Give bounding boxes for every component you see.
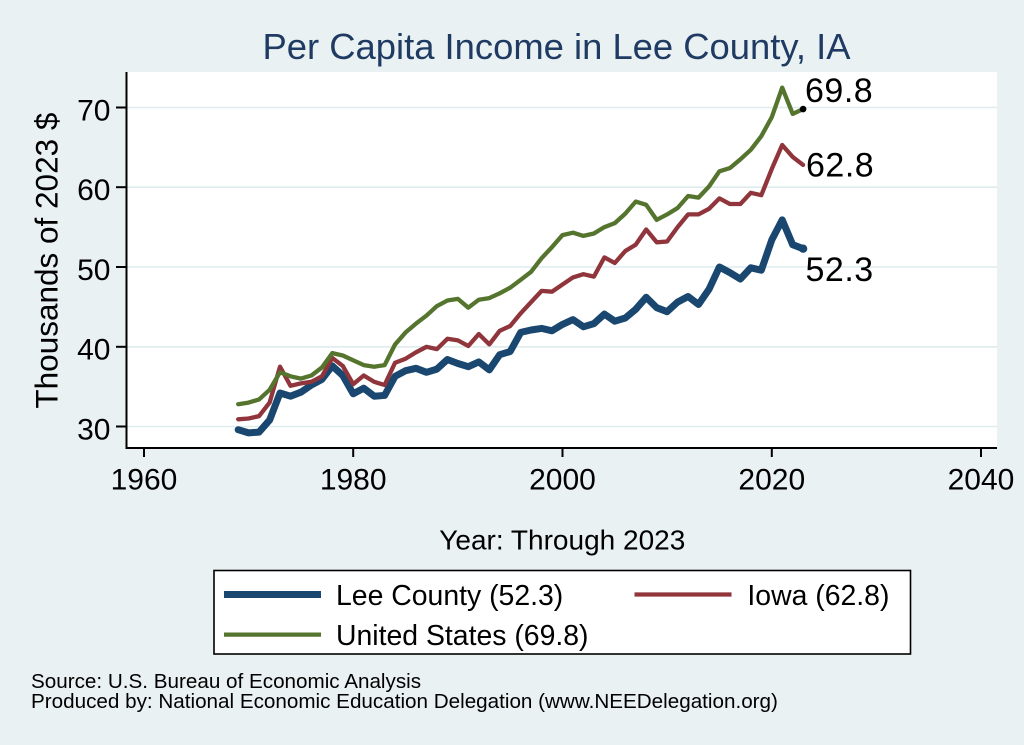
svg-text:60: 60 — [77, 174, 110, 207]
svg-text:Per Capita Income in Lee Count: Per Capita Income in Lee County, IA — [263, 26, 852, 67]
svg-text:62.8: 62.8 — [806, 147, 874, 185]
svg-text:Source: U.S. Bureau of Economi: Source: U.S. Bureau of Economic Analysis — [31, 670, 421, 693]
svg-text:70: 70 — [77, 94, 110, 127]
svg-text:Iowa (62.8): Iowa (62.8) — [747, 580, 889, 612]
svg-text:United States (69.8): United States (69.8) — [336, 620, 589, 652]
svg-text:50: 50 — [77, 254, 110, 287]
svg-text:Thousands of 2023 $: Thousands of 2023 $ — [28, 112, 64, 408]
svg-text:Lee County (52.3): Lee County (52.3) — [336, 580, 563, 612]
svg-text:30: 30 — [77, 413, 110, 446]
svg-text:2020: 2020 — [738, 464, 805, 497]
svg-text:Year: Through 2023: Year: Through 2023 — [439, 524, 685, 555]
svg-text:Produced by: National Economic: Produced by: National Economic Education… — [31, 690, 778, 713]
svg-text:1960: 1960 — [111, 464, 178, 497]
svg-text:2000: 2000 — [529, 464, 596, 497]
svg-text:2040: 2040 — [948, 464, 1015, 497]
svg-text:40: 40 — [77, 334, 110, 367]
svg-text:52.3: 52.3 — [806, 251, 874, 289]
svg-text:69.8: 69.8 — [805, 72, 873, 110]
svg-text:1980: 1980 — [320, 464, 387, 497]
